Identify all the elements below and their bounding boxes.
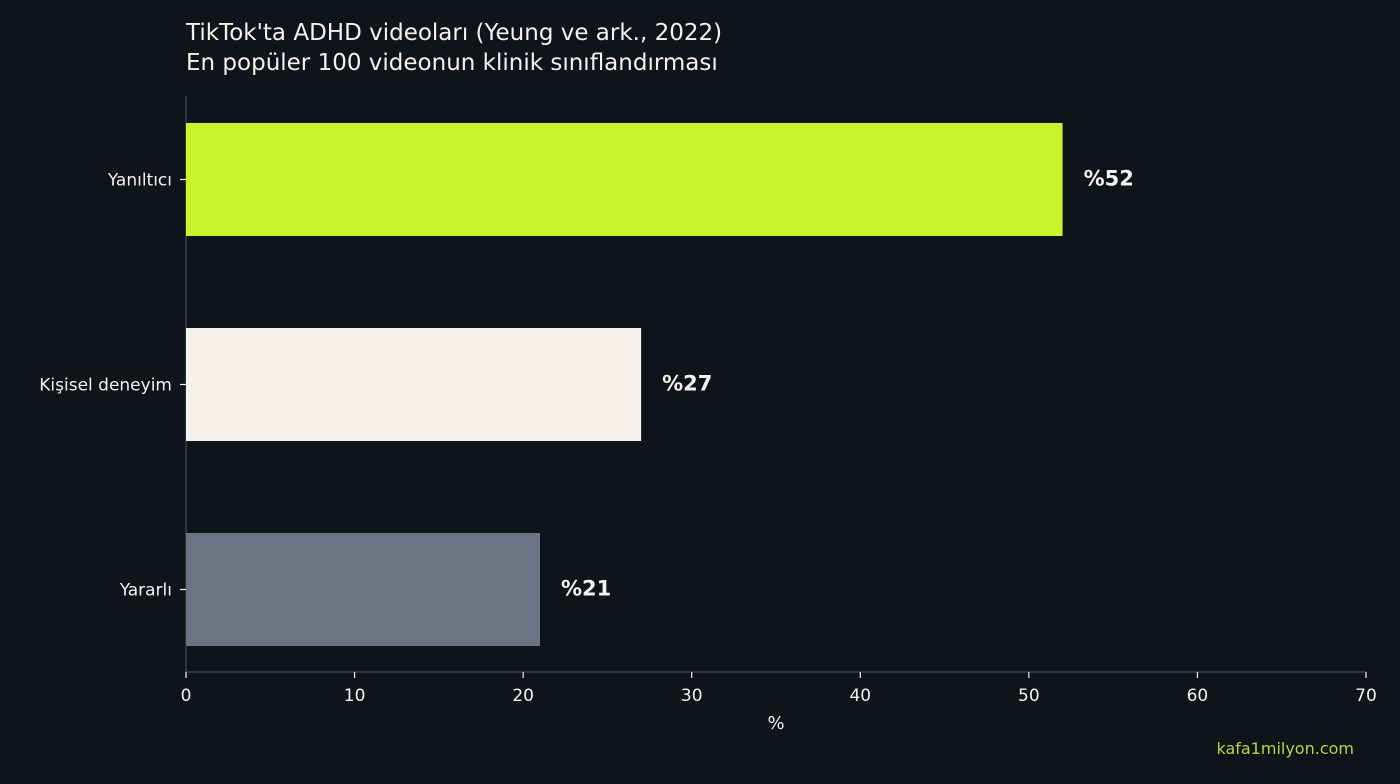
watermark: kafa1milyon.com: [1216, 739, 1354, 758]
x-tick-label: 50: [1018, 686, 1040, 706]
data-label: %52: [1084, 167, 1134, 191]
x-tick-label: 10: [344, 686, 366, 706]
x-tick-label: 20: [512, 686, 534, 706]
x-tick-label: 60: [1187, 686, 1209, 706]
category-label: Kişisel deneyim: [39, 376, 172, 396]
chart-title-block: TikTok'ta ADHD videoları (Yeung ve ark.,…: [186, 18, 722, 78]
data-label: %27: [662, 372, 712, 396]
bars: [186, 123, 1063, 646]
bar-2: [186, 533, 540, 646]
x-tick-label: 30: [681, 686, 703, 706]
x-tick-label: 40: [849, 686, 871, 706]
category-label: Yararlı: [119, 581, 172, 601]
x-tick-label: 70: [1355, 686, 1377, 706]
chart-title: TikTok'ta ADHD videoları (Yeung ve ark.,…: [186, 20, 723, 46]
bar-1: [186, 328, 642, 441]
x-axis-label: %: [767, 713, 784, 734]
labels: Yanıltıcı %52 Kişisel deneyim %27 Yararlı %21: [39, 167, 1134, 601]
chart-subtitle: En popüler 100 videonun klinik sınıfland…: [186, 50, 718, 76]
x-tick-label: 0: [181, 686, 192, 706]
category-label: Yanıltıcı: [107, 171, 172, 191]
bar-0: [186, 123, 1063, 236]
data-label: %21: [561, 577, 611, 601]
